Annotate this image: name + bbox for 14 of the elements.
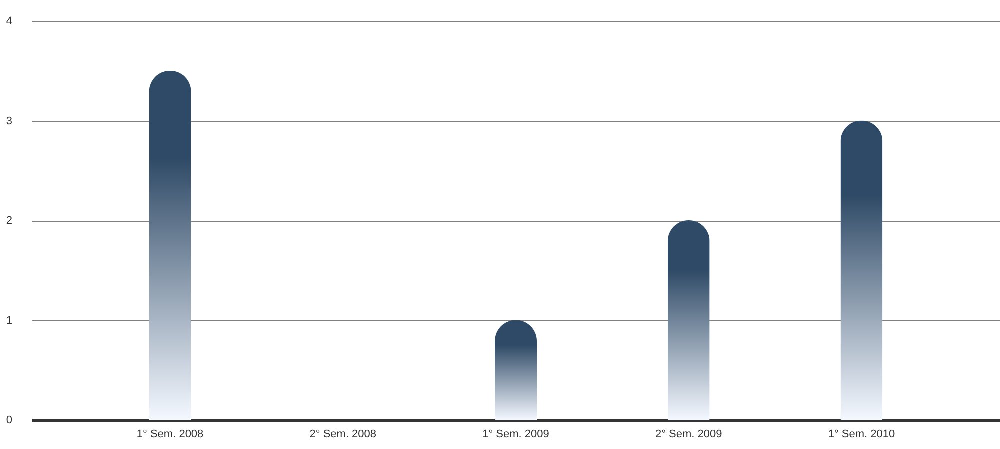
x-tick-label: 2° Sem. 2009: [655, 428, 722, 440]
x-tick-label: 1° Sem. 2008: [136, 428, 204, 440]
x-tick-label: 2° Sem. 2008: [310, 428, 377, 440]
bar: [668, 220, 710, 420]
bar: [149, 70, 192, 420]
y-tick-label: 3: [6, 115, 12, 128]
bar: [495, 320, 537, 420]
x-tick-label: 1° Sem. 2009: [482, 428, 550, 440]
y-tick-label: 0: [6, 414, 12, 426]
y-tick-label: 2: [6, 215, 12, 227]
y-tick-label: 4: [6, 16, 12, 28]
bar: [840, 120, 883, 420]
y-tick-label: 1: [6, 314, 12, 327]
x-tick-label: 1° Sem. 2010: [828, 428, 896, 440]
